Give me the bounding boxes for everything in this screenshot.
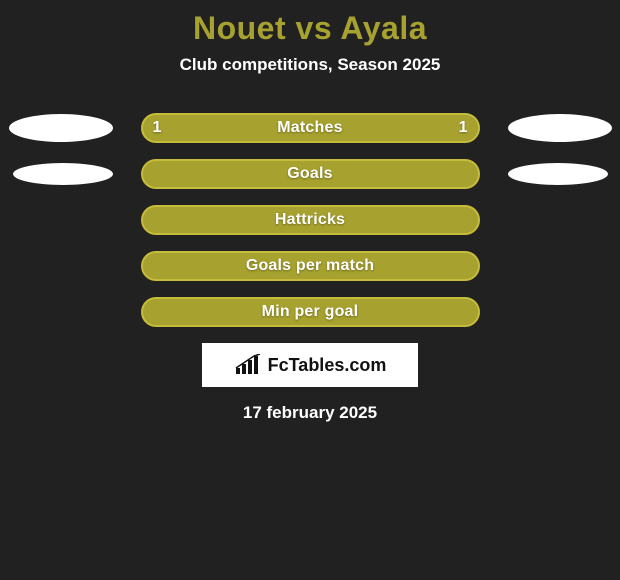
stat-bar-hattricks: Hattricks [141,205,480,235]
stat-bar-min-per-goal: Min per goal [141,297,480,327]
date-line: 17 february 2025 [0,403,620,423]
stat-label: Matches [277,119,342,137]
stat-row-goals: Goals [0,159,620,189]
player-right-ellipse [508,114,612,142]
brand-text: FcTables.com [268,355,387,376]
stat-row-min-per-goal: Min per goal [0,297,620,327]
stat-bar-matches: 1 Matches 1 [141,113,480,143]
stat-label: Goals per match [246,257,374,275]
stat-row-matches: 1 Matches 1 [0,113,620,143]
page-title: Nouet vs Ayala [0,0,620,47]
stat-bar-goals: Goals [141,159,480,189]
stat-value-right: 1 [459,119,468,137]
player-right-ellipse [508,163,608,185]
stat-label: Min per goal [262,303,359,321]
stat-value-left: 1 [153,119,162,137]
stat-label: Goals [287,165,332,183]
stat-label: Hattricks [275,211,345,229]
bar-chart-icon [234,354,264,376]
brand-badge: FcTables.com [202,343,418,387]
subtitle: Club competitions, Season 2025 [0,55,620,75]
stats-container: 1 Matches 1 Goals Hattricks Goals per ma… [0,113,620,327]
stat-bar-goals-per-match: Goals per match [141,251,480,281]
stat-row-goals-per-match: Goals per match [0,251,620,281]
stat-row-hattricks: Hattricks [0,205,620,235]
player-left-ellipse [9,114,113,142]
player-left-ellipse [13,163,113,185]
